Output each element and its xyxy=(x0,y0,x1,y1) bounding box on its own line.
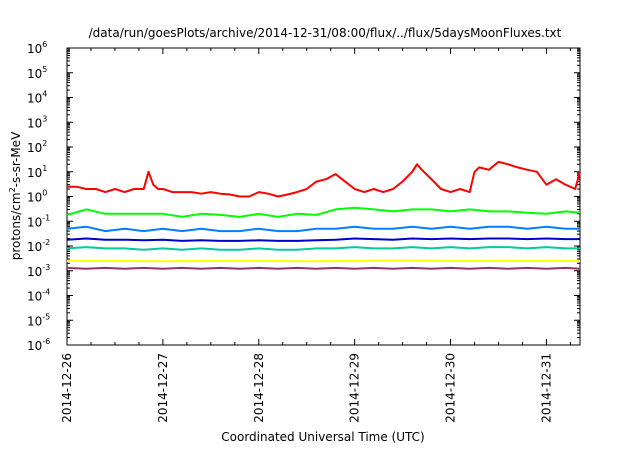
x-tick-label: 2014-12-26 xyxy=(60,353,74,423)
y-tick-label: 106 xyxy=(27,40,47,56)
y-tick-label-exp: 4 xyxy=(42,90,47,99)
series-line-1 xyxy=(66,206,581,218)
y-tick-label-base: 10 xyxy=(27,141,42,155)
y-tick-label-base: 10 xyxy=(27,67,42,81)
y-tick-label: 102 xyxy=(27,139,47,155)
y-tick-label-base: 10 xyxy=(27,116,42,130)
x-tick-label: 2014-12-27 xyxy=(156,353,170,423)
plot-frame xyxy=(66,47,581,346)
y-tick-label-base: 10 xyxy=(27,265,42,279)
y-tick-label: 103 xyxy=(27,114,47,130)
y-tick-label-exp: 6 xyxy=(42,40,47,49)
series-line-0 xyxy=(67,160,581,198)
y-axis-label-base: protons/cm xyxy=(9,192,23,260)
y-tick-label: 10-3 xyxy=(27,263,50,279)
y-tick-label-base: 10 xyxy=(27,42,42,56)
y-tick-label-exp: -2 xyxy=(42,238,50,247)
y-tick-label-exp: 0 xyxy=(42,189,47,198)
series-line-5 xyxy=(67,259,580,263)
y-tick-label-base: 10 xyxy=(27,314,42,328)
x-axis: 2014-12-26 2014-12-27 2014-12-28 2014-12-29… xyxy=(60,48,571,423)
y-tick-label-base: 10 xyxy=(27,290,42,304)
y-tick-label-base: 10 xyxy=(27,166,42,180)
y-tick-label: 105 xyxy=(27,65,47,81)
y-axis-label-sup: 2 xyxy=(8,187,17,192)
y-tick-label: 10-1 xyxy=(27,213,50,229)
y-tick-label-exp: 1 xyxy=(42,164,47,173)
y-axis-label: protons/cm2-s-sr-MeV xyxy=(8,131,23,260)
y-axis-label-rest: -s-sr-MeV xyxy=(9,131,23,187)
y-tick-label-exp: -4 xyxy=(42,288,50,297)
y-tick-label-base: 10 xyxy=(27,92,42,106)
chart-title: /data/run/goesPlots/archive/2014-12-31/0… xyxy=(89,26,562,40)
y-tick-label-exp: -6 xyxy=(42,337,50,346)
y-tick-label-exp: 3 xyxy=(42,114,47,123)
y-tick-label-base: 10 xyxy=(27,191,42,205)
series-line-3 xyxy=(66,237,580,242)
y-tick-label: 104 xyxy=(27,90,47,106)
series-line-2 xyxy=(66,225,580,233)
y-tick-label-exp: 5 xyxy=(42,65,47,74)
y-tick-label-exp: -1 xyxy=(42,213,50,222)
y-tick-label-exp: 2 xyxy=(42,139,47,148)
y-tick-label: 10-6 xyxy=(27,337,50,353)
y-tick-label: 10-2 xyxy=(27,238,50,254)
series-line-4 xyxy=(66,246,580,251)
y-tick-label: 101 xyxy=(27,164,47,180)
y-tick-label-base: 10 xyxy=(27,339,42,353)
x-tick-label: 2014-12-30 xyxy=(444,353,458,423)
y-tick-label-exp: -3 xyxy=(42,263,50,272)
y-tick-label: 10-4 xyxy=(27,288,50,304)
y-tick-label: 10-5 xyxy=(27,312,50,328)
x-tick-label: 2014-12-28 xyxy=(252,353,266,423)
x-axis-label: Coordinated Universal Time (UTC) xyxy=(221,430,424,444)
series-line-6 xyxy=(66,266,581,270)
y-tick-label-base: 10 xyxy=(27,240,42,254)
y-tick-label: 100 xyxy=(27,189,47,205)
x-tick-label: 2014-12-29 xyxy=(348,353,362,423)
series-layer xyxy=(66,160,581,270)
y-tick-label-exp: -5 xyxy=(42,312,50,321)
x-tick-label: 2014-12-31 xyxy=(539,353,553,423)
y-axis: 10610510410310210110010-110-210-310-410-… xyxy=(27,40,580,353)
y-tick-label-base: 10 xyxy=(27,215,42,229)
